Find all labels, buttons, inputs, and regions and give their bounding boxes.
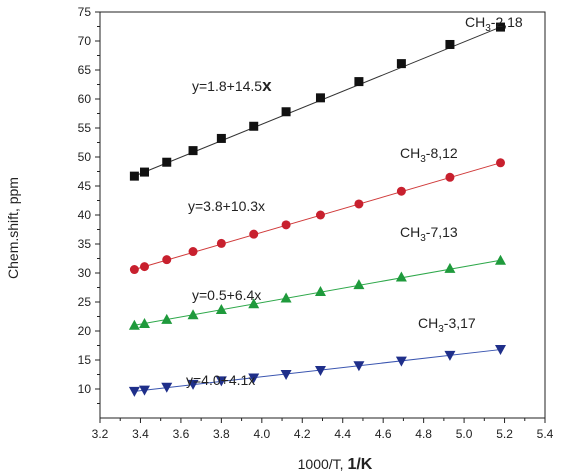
y-axis-title: Chem.shift, ppm <box>5 177 21 279</box>
series-layer: CH3-2,18y=1.8+14.5xCH3-8,12y=3.8+10.3xCH… <box>128 14 523 397</box>
data-point <box>161 313 173 324</box>
data-point <box>248 373 260 384</box>
x-tick-label: 4.4 <box>334 427 351 441</box>
x-tick-label: 3.2 <box>92 427 109 441</box>
data-point <box>281 107 291 117</box>
data-point <box>128 319 140 330</box>
y-tick-label: 65 <box>78 63 92 77</box>
series-2: CH3-8,12 y=3.8+10.3x <box>129 145 505 275</box>
data-point <box>249 121 259 131</box>
data-point <box>314 365 326 376</box>
data-point <box>161 382 173 393</box>
series-label: CH3-2,18 <box>465 14 523 34</box>
x-tick-label: 5.0 <box>456 427 473 441</box>
x-axis-unit: 1/K <box>347 456 372 473</box>
data-point <box>353 361 365 372</box>
data-point <box>315 93 325 103</box>
y-tick-label: 35 <box>78 237 92 251</box>
data-point <box>445 39 455 49</box>
data-point <box>249 229 259 239</box>
equation-label: y=0.5+6.4x <box>192 287 261 303</box>
data-point <box>444 262 456 273</box>
data-point <box>395 356 407 367</box>
data-point <box>188 146 198 156</box>
data-point <box>216 238 226 248</box>
series-4: CH3-3,17 y=4.0+4.1x <box>128 315 506 397</box>
data-point <box>187 379 199 390</box>
data-point <box>139 385 150 396</box>
data-point <box>215 376 227 387</box>
x-tick-label: 3.8 <box>213 427 230 441</box>
data-point <box>215 304 227 315</box>
y-tick-label: 10 <box>78 382 92 396</box>
x-tick-label: 5.2 <box>496 427 513 441</box>
x-tick-label: 3.4 <box>132 427 149 441</box>
series-label: CH3-8,12 <box>400 145 458 165</box>
data-point <box>496 158 505 168</box>
data-point <box>280 292 292 303</box>
data-point <box>280 370 292 380</box>
y-tick-label: 40 <box>78 208 92 222</box>
data-point <box>162 255 172 265</box>
data-point <box>354 199 364 209</box>
y-tick-label: 15 <box>78 353 92 367</box>
data-point <box>495 345 506 356</box>
data-point <box>129 265 139 275</box>
equation-label: y=3.8+10.3x <box>188 198 265 214</box>
series-label: CH3-3,17 <box>418 315 476 335</box>
y-tick-label: 60 <box>78 92 92 106</box>
y-tick-label: 30 <box>78 266 92 280</box>
data-point <box>140 167 149 177</box>
data-point <box>444 350 456 361</box>
data-point <box>395 271 407 282</box>
y-tick-label: 70 <box>78 34 92 48</box>
y-tick-label: 25 <box>78 295 92 309</box>
data-point <box>248 298 260 309</box>
x-axis: 3.2 3.4 3.6 3.8 4.0 4.2 4.4 4.6 4.8 5.0 5.2 5.4 <box>92 418 554 441</box>
equation-label: y=1.8+14.5x <box>192 76 272 95</box>
y-tick-label: 55 <box>78 121 92 135</box>
data-point <box>281 220 291 230</box>
data-point <box>188 247 198 257</box>
x-tick-label: 4.2 <box>294 427 311 441</box>
data-point <box>396 186 406 196</box>
x-tick-label: 4.0 <box>253 427 270 441</box>
data-point <box>162 157 172 167</box>
data-point <box>354 77 364 87</box>
x-tick-label: 5.4 <box>537 427 554 441</box>
data-point <box>396 59 406 69</box>
x-axis-label: 1000/T, <box>298 456 344 472</box>
x-tick-label: 3.6 <box>173 427 190 441</box>
data-point <box>139 317 150 328</box>
y-axis: 10 15 20 25 30 35 40 45 50 55 60 65 70 75 <box>78 5 100 404</box>
x-tick-label: 4.6 <box>375 427 392 441</box>
x-axis-title: 1000/T, 1/K <box>298 456 373 473</box>
y-tick-label: 45 <box>78 179 92 193</box>
data-point <box>129 171 139 181</box>
y-tick-label: 75 <box>78 5 92 19</box>
series-1: CH3-2,18 y=1.8+14.5x <box>129 14 523 181</box>
data-point <box>140 262 149 272</box>
data-point <box>128 386 140 397</box>
data-point <box>315 210 325 220</box>
y-tick-label: 50 <box>78 150 92 164</box>
x-tick-label: 4.8 <box>415 427 432 441</box>
data-point <box>445 172 455 182</box>
data-point <box>495 254 506 265</box>
series-label: CH3-7,13 <box>400 224 458 244</box>
data-point <box>353 279 365 290</box>
data-point <box>216 133 226 143</box>
data-point <box>187 309 199 320</box>
y-tick-label: 20 <box>78 324 92 338</box>
data-point <box>496 22 505 32</box>
equation-label: y=4.0+4.1x <box>186 372 255 388</box>
series-3: CH3-7,13 y=0.5+6.4x <box>128 224 506 330</box>
data-point <box>314 286 326 297</box>
